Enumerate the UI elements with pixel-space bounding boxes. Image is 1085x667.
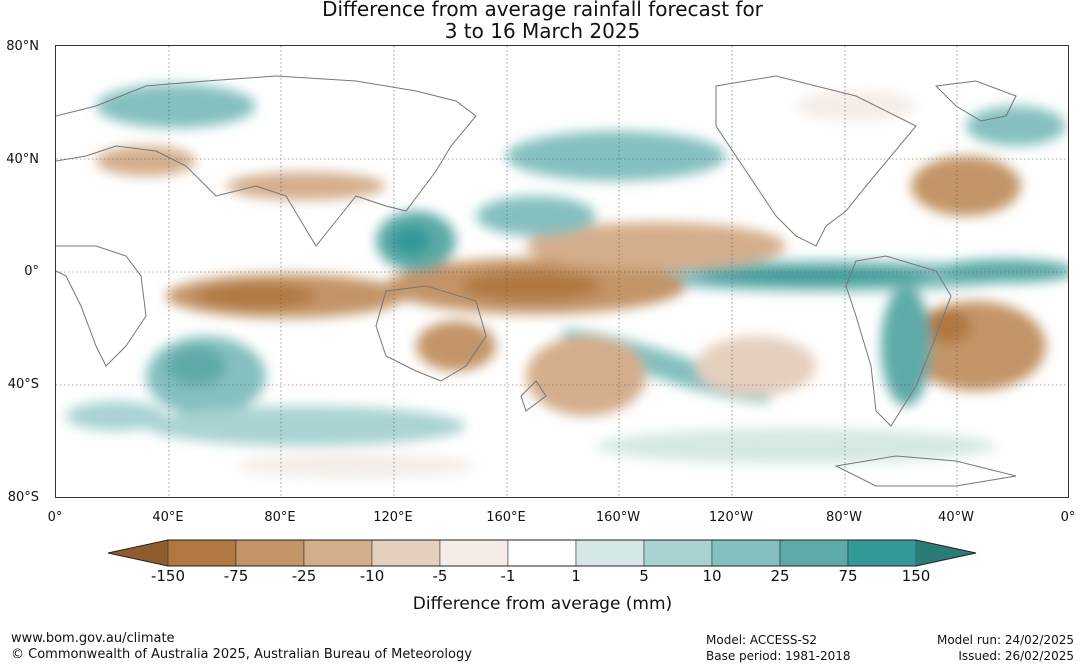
colorbar-segment (303, 539, 373, 567)
map-canvas (56, 46, 1068, 497)
footer-base-period: Base period: 1981-2018 (706, 649, 851, 663)
lon-label-40e: 40°E (152, 510, 184, 525)
colorbar-segment (779, 539, 849, 567)
lon-label-40w: 40°W (938, 510, 974, 525)
lat-label-equator: 0° (24, 264, 39, 279)
colorbar-outline (107, 539, 977, 567)
colorbar-tick-label: -5 (432, 567, 448, 585)
colorbar-segment (167, 539, 237, 567)
map-title-line-2: 3 to 16 March 2025 (444, 19, 641, 43)
colorbar-left-arrow (108, 540, 168, 566)
colorbar-tick-label: -10 (359, 567, 385, 585)
lat-label-40s: 40°S (7, 377, 39, 392)
footer-website: www.bom.gov.au/climate (11, 631, 175, 646)
footer-copyright: © Commonwealth of Australia 2025, Austra… (11, 647, 472, 662)
colorbar-segment (711, 539, 781, 567)
footer-issued: Issued: 26/02/2025 (958, 649, 1074, 663)
coastlines (56, 75, 1017, 487)
rainfall-difference-map (55, 45, 1069, 498)
lon-label-160e: 160°E (486, 510, 526, 525)
colorbar-tick-label: 10 (702, 567, 722, 585)
colorbar-label: Difference from average (mm) (412, 594, 673, 614)
footer-model: Model: ACCESS-S2 (706, 633, 818, 647)
map-title-line-1: Difference from average rainfall forecas… (322, 0, 763, 21)
lon-label-120e: 120°E (373, 510, 413, 525)
colorbar-segment (235, 539, 305, 567)
lon-label-160w: 160°W (595, 510, 641, 525)
colorbar-segment (371, 539, 441, 567)
colorbar-tick-label: 5 (639, 567, 649, 585)
colorbar-segment (847, 539, 917, 567)
lat-label-80n: 80°N (6, 39, 39, 54)
colorbar-tick-label: 75 (838, 567, 858, 585)
rainfall-anomaly-field (66, 84, 1068, 478)
colorbar-segment (575, 539, 645, 567)
colorbar-segment (507, 539, 577, 567)
colorbar-tick-label: 1 (571, 567, 581, 585)
lat-label-40n: 40°N (6, 152, 39, 167)
lon-label-80e: 80°E (264, 510, 296, 525)
footer-model-run: Model run: 24/02/2025 (936, 633, 1074, 647)
lon-label-0-right: 0° (1060, 510, 1076, 525)
colorbar-tick-label: -75 (223, 567, 249, 585)
lon-label-120w: 120°W (708, 510, 754, 525)
lat-label-80s: 80°S (7, 490, 39, 505)
colorbar-right-arrow (916, 540, 976, 566)
colorbar-tick-label: 150 (901, 567, 931, 585)
colorbar-tick-label: -150 (150, 567, 186, 585)
colorbar-tick-label: -25 (291, 567, 317, 585)
colorbar-tick-label: -1 (500, 567, 516, 585)
colorbar-segment (439, 539, 509, 567)
map-gridlines (56, 46, 1068, 497)
lon-label-0-left: 0° (47, 510, 63, 525)
lon-label-80w: 80°W (826, 510, 862, 525)
colorbar-tick-label: 25 (770, 567, 790, 585)
colorbar-segment (643, 539, 713, 567)
